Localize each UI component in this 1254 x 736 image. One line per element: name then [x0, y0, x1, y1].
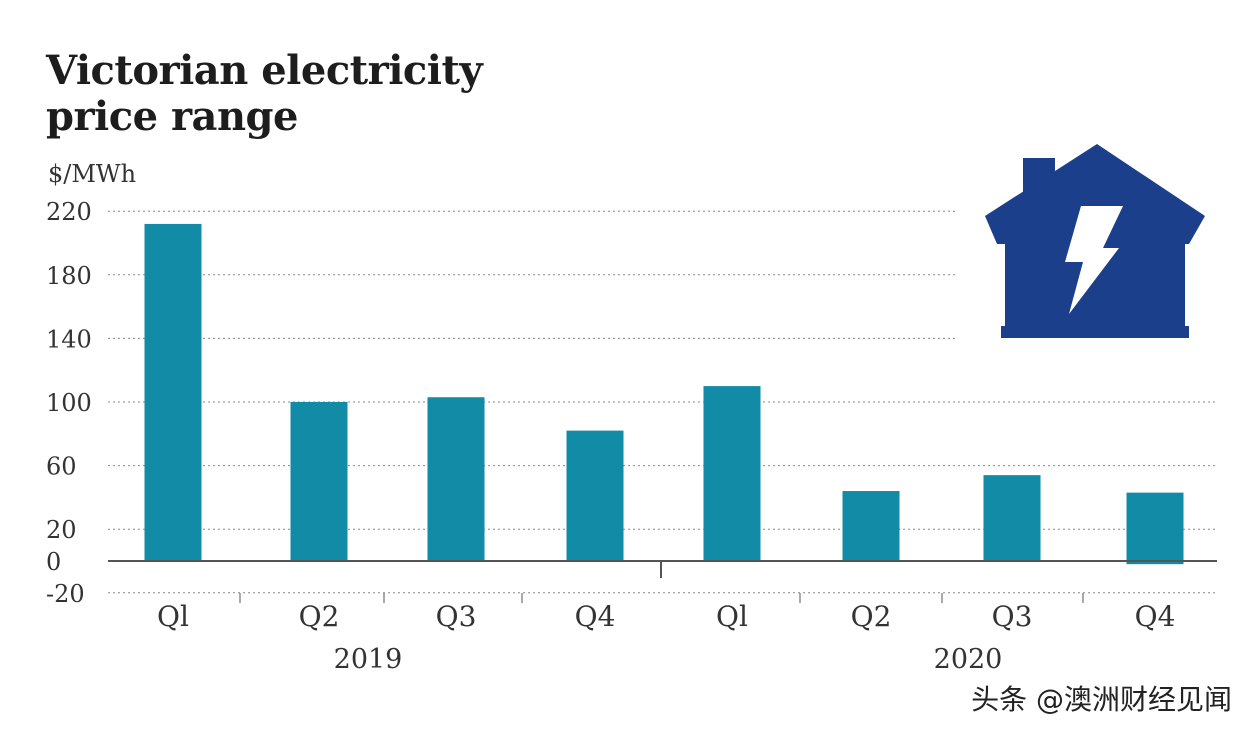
x-category-label: Ql [157, 600, 189, 633]
y-tick-label: 180 [46, 262, 92, 290]
y-tick-label: 140 [46, 325, 92, 353]
y-tick-label: 100 [46, 389, 92, 417]
y-tick-label: -20 [46, 580, 85, 608]
bar [1126, 492, 1184, 565]
house-base [1001, 326, 1189, 338]
x-year-label: 2020 [934, 644, 1003, 675]
house-lightning-icon [985, 144, 1205, 338]
bars [144, 223, 1184, 565]
chart-title: Victorian electricity price range [46, 47, 483, 140]
bar [703, 386, 761, 561]
x-category-label: Q4 [575, 600, 616, 633]
bar [427, 397, 485, 561]
chimney-shape [1023, 158, 1055, 206]
x-category-label: Q2 [299, 600, 340, 633]
axes [108, 560, 1217, 603]
bar [566, 430, 624, 561]
x-category-label: Q2 [851, 600, 892, 633]
x-category-label: Ql [716, 600, 748, 633]
y-axis-unit-label: $/MWh [48, 160, 137, 188]
y-tick-label: 60 [46, 453, 77, 481]
bar [144, 223, 202, 562]
gridlines [108, 210, 1217, 594]
axis-labels: 220 180 140 100 60 20 0 -20 Ql Q2 Q3 Q4 Ql Q2 Q3 Q4 2019… [46, 198, 1175, 675]
chart-title-line-2: price range [46, 93, 298, 140]
y-tick-label: 0 [46, 548, 61, 576]
y-tick-label: 20 [46, 516, 77, 544]
chart-title-line-1: Victorian electricity [46, 47, 483, 94]
x-category-label: Q4 [1135, 600, 1176, 633]
lightning-bolt-shape [1065, 206, 1123, 314]
bar [983, 475, 1041, 561]
watermark: 头条 @澳洲财经见闻 [971, 683, 1232, 716]
bar [290, 402, 348, 561]
x-category-label: Q3 [992, 600, 1033, 633]
x-year-label: 2019 [334, 644, 403, 675]
x-category-label: Q3 [436, 600, 477, 633]
y-tick-label: 220 [46, 198, 92, 226]
bar [842, 491, 900, 561]
